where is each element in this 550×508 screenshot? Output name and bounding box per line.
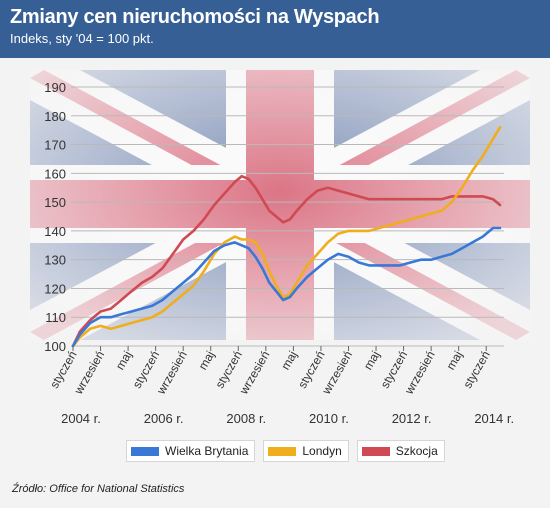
y-tick-label: 150 [44,195,66,210]
x-tick-label: maj [113,349,135,373]
legend-swatch-wielka-brytania [131,446,159,456]
x-tick-label: maj [361,349,383,373]
y-tick-label: 120 [44,281,66,296]
header-bar: Zmiany cen nieruchomości na Wyspach Inde… [0,0,550,58]
legend-label-wielka-brytania: Wielka Brytania [165,444,249,458]
flag-fade-overlay [30,70,530,340]
legend-label-szkocja: Szkocja [395,444,438,458]
series-line-wielka-brytania [71,226,502,348]
x-tick-label: maj [443,349,465,373]
legend-item-szkocja: Szkocja [356,440,445,462]
x-tick-label: maj [196,349,218,373]
source-note: Źródło: Office for National Statistics [12,483,185,495]
y-tick-label: 130 [44,253,66,268]
line-chart: 100 110 120 130 140 150 160 170 180 190 styczeńwr… [30,70,530,426]
series-line-szkocja [71,174,502,348]
legend-swatch-szkocja [361,446,390,456]
y-tick-label: 190 [44,80,66,95]
legend-item-londyn: Londyn [263,440,349,462]
legend-label-londyn: Londyn [302,444,342,458]
year-label: 2014 r. [474,411,514,426]
y-tick-label: 160 [44,166,66,181]
chart-title: Zmiany cen nieruchomości na Wyspach [10,6,380,28]
year-label: 2004 r. [61,411,101,426]
y-tick-label: 110 [45,310,66,325]
chart-subtitle: Indeks, sty '04 = 100 pkt. [10,31,154,46]
year-label: 2008 r. [226,411,266,426]
y-tick-label: 180 [44,109,66,124]
legend: Wielka Brytania Londyn Szkocja [126,440,445,462]
legend-item-wielka-brytania: Wielka Brytania [126,440,256,462]
legend-swatch-londyn [268,446,297,456]
series-lines [71,126,502,348]
y-tick-label: 140 [44,224,66,239]
y-axis: 100 110 120 130 140 150 160 170 180 190 [44,80,66,354]
series-line-londyn [71,126,502,348]
x-tick-label: styczeń [460,349,492,391]
y-tick-label: 100 [44,339,66,354]
year-label: 2006 r. [144,411,184,426]
year-label: 2010 r. [309,411,349,426]
x-tick-label: maj [278,349,300,373]
year-label: 2012 r. [392,411,432,426]
y-tick-label: 170 [44,138,66,153]
